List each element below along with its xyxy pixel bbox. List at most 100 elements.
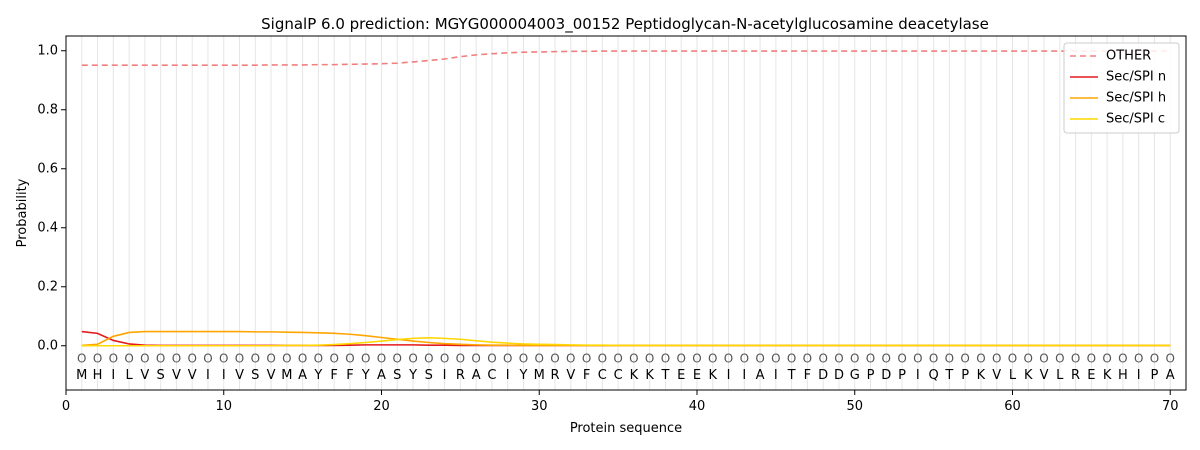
series-line-sec-spi-n (81, 330, 1171, 347)
residue-letter: I (916, 368, 920, 383)
region-label: O (818, 352, 827, 366)
region-label: O (787, 352, 796, 366)
residue-letter: S (251, 368, 259, 383)
region-label: O (1087, 352, 1096, 366)
residue-letter: L (1056, 368, 1064, 383)
residue-letter: A (1166, 368, 1175, 383)
residue-letter: F (804, 368, 811, 383)
residue-letter: A (756, 368, 765, 383)
region-label: O (235, 352, 244, 366)
residue-letter: K (977, 368, 986, 383)
region-label: O (1008, 352, 1017, 366)
x-tick-label: 20 (373, 399, 390, 414)
region-label: O (708, 352, 717, 366)
region-label: O (1102, 352, 1111, 366)
residue-letter: Y (313, 368, 322, 383)
residue-gridlines (81, 36, 1171, 390)
region-label: O (408, 352, 417, 366)
region-label: O (582, 352, 591, 366)
residue-letter: H (1118, 368, 1128, 383)
residue-letter: K (630, 368, 639, 383)
residue-letter: P (898, 368, 906, 383)
region-label: O (692, 352, 701, 366)
region-label: O (329, 352, 338, 366)
region-label: O (771, 352, 780, 366)
residue-letter: R (1071, 368, 1080, 383)
region-label: O (1024, 352, 1033, 366)
residue-letter: L (1009, 368, 1017, 383)
region-label: O (535, 352, 544, 366)
region-label: O (850, 352, 859, 366)
residue-letter: V (566, 368, 575, 383)
residue-letter: M (534, 368, 545, 383)
region-label: O (377, 352, 386, 366)
region-label: O (266, 352, 275, 366)
legend-entry: Sec/SPI n (1106, 70, 1166, 85)
residue-letter: Y (361, 368, 370, 383)
region-label: O (487, 352, 496, 366)
residue-letter: V (188, 368, 197, 383)
region-label: O (124, 352, 133, 366)
residue-letter: V (992, 368, 1001, 383)
residue-letter: G (850, 368, 860, 383)
legend-entry: OTHER (1106, 49, 1151, 64)
residue-letter: R (456, 368, 465, 383)
residue-letter: T (944, 368, 953, 383)
residue-letter: F (583, 368, 590, 383)
residue-letter: Y (408, 368, 417, 383)
residue-letter: I (222, 368, 226, 383)
region-label: O (897, 352, 906, 366)
legend: OTHER Sec/SPI n Sec/SPI h Sec/SPI c (1063, 42, 1180, 134)
region-label: O (456, 352, 465, 366)
region-label: O (976, 352, 985, 366)
region-label: O (345, 352, 354, 366)
residue-letter: V (1040, 368, 1049, 383)
legend-box (1063, 42, 1180, 134)
residue-letter: C (598, 368, 607, 383)
residue-letter: L (125, 368, 133, 383)
region-label: O (755, 352, 764, 366)
y-tick-label: 0.6 (37, 161, 58, 176)
region-label: O (471, 352, 480, 366)
region-label: O (519, 352, 528, 366)
residue-letter: T (787, 368, 796, 383)
residue-letter: I (443, 368, 447, 383)
residue-letter: I (1137, 368, 1141, 383)
residue-letter: E (693, 368, 701, 383)
residue-letter: S (393, 368, 401, 383)
residue-letter: D (834, 368, 844, 383)
residue-letter: E (1087, 368, 1095, 383)
chart-title: SignalP 6.0 prediction: MGYG000004003_00… (261, 15, 989, 34)
region-label: O (282, 352, 291, 366)
region-label: O (566, 352, 575, 366)
region-label: O (550, 352, 559, 366)
residue-letter: I (506, 368, 510, 383)
region-label: O (440, 352, 449, 366)
region-label: O (645, 352, 654, 366)
region-label: O (156, 352, 165, 366)
x-tick-label: 40 (689, 399, 706, 414)
residue-letter: P (1151, 368, 1159, 383)
region-label: O (203, 352, 212, 366)
residue-letter: S (425, 368, 433, 383)
residue-letter: D (881, 368, 891, 383)
residue-letter: K (708, 368, 717, 383)
region-label: O (109, 352, 118, 366)
region-label: O (629, 352, 638, 366)
region-label: O (1150, 352, 1159, 366)
legend-entry: Sec/SPI c (1106, 112, 1165, 127)
series-line-sec-spi-h (81, 330, 1171, 347)
residue-letter: I (111, 368, 115, 383)
region-label: O (503, 352, 512, 366)
y-tick-label: 0.8 (37, 102, 58, 117)
region-label: O (992, 352, 1001, 366)
x-tick-label: 30 (531, 399, 548, 414)
region-label: O (1165, 352, 1174, 366)
y-axis-ticks: 0.0 0.2 0.4 0.6 0.8 1.0 (37, 43, 66, 353)
region-label: O (724, 352, 733, 366)
x-tick-label: 70 (1162, 399, 1179, 414)
residue-letter: I (727, 368, 731, 383)
region-label: O (140, 352, 149, 366)
residue-letter: K (645, 368, 654, 383)
region-label: O (834, 352, 843, 366)
